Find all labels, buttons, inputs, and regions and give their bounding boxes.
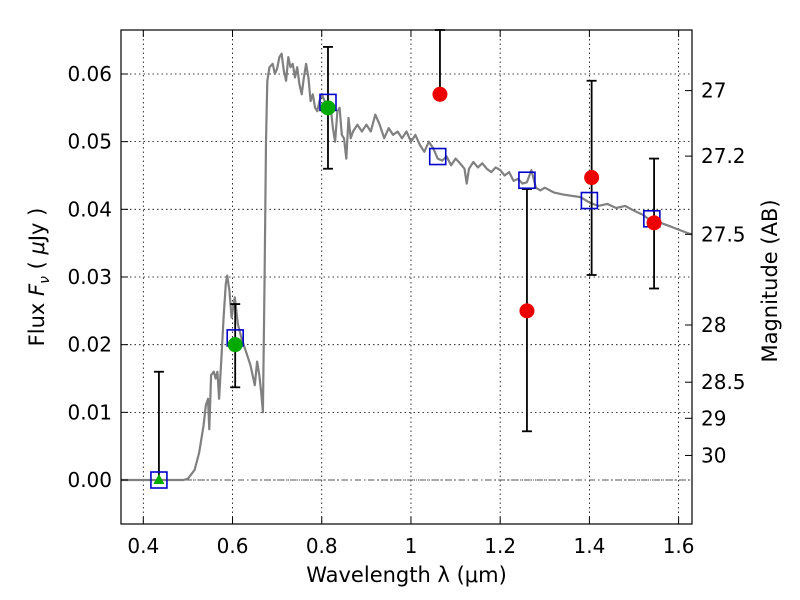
x-tick-label: 1.4 [573,534,605,558]
y-tick-label: 0.01 [67,400,112,424]
y-axis-label: Flux Fν ( μJy ) [25,208,53,347]
x-tick-label: 1.6 [663,534,695,558]
magnitude-tick-label: 27 [701,79,726,103]
observed-point [584,170,600,186]
green-point [320,100,336,116]
model-photometry-square [518,171,536,190]
x-tick-label: 0.8 [306,534,338,558]
magnitude-tick-label: 29 [701,406,726,430]
magnitude-tick-label: 28.5 [701,370,746,394]
magnitude-tick-label: 27.2 [701,144,746,168]
y-tick-label: 0.03 [67,265,112,289]
x-tick-label: 0.4 [127,534,159,558]
x-tick-label: 1 [405,534,418,558]
magnitude-tick-label: 28 [701,313,726,337]
x-axis-label: Wavelength λ (μm) [306,563,507,587]
y-tick-label: 0.04 [67,197,112,221]
y-tick-label: 0.02 [67,333,112,357]
model-photometry-square [580,191,599,210]
grid [121,30,692,524]
y-axis-label-part: Jy ) [25,208,49,244]
green-point [227,337,243,353]
observed-point [432,86,448,102]
y-tick-label: 0.06 [67,62,112,86]
observed-point [519,303,535,319]
x-tick-label: 0.6 [217,534,249,558]
observed-point [646,215,662,231]
ticks: 0.4 0.6 0.8 1 1.2 1.4 1.6 0.00 0.01 0.02 0.03 0.04 0… [67,30,746,558]
series-layer [121,29,693,489]
model-spectrum-line [121,52,693,482]
y-tick-label: 0.00 [67,468,112,492]
model-photometry-square [428,147,447,166]
y-axis-label-part: ( [25,255,49,277]
model-photometry-square [150,471,168,489]
magnitude-tick-label: 30 [701,443,726,467]
magnitude-axis-label: Magnitude (AB) [758,199,782,362]
y-axis-label-part: Flux [25,296,49,346]
y-axis-label-symbol: F [25,283,49,296]
green-triangle-point [153,474,165,485]
magnitude-tick-label: 27.5 [701,222,746,246]
y-axis-label-mu: μ [25,241,49,255]
y-axis-label-subscript: ν [37,276,53,284]
x-tick-label: 1.2 [484,534,516,558]
y-tick-label: 0.05 [67,130,112,154]
